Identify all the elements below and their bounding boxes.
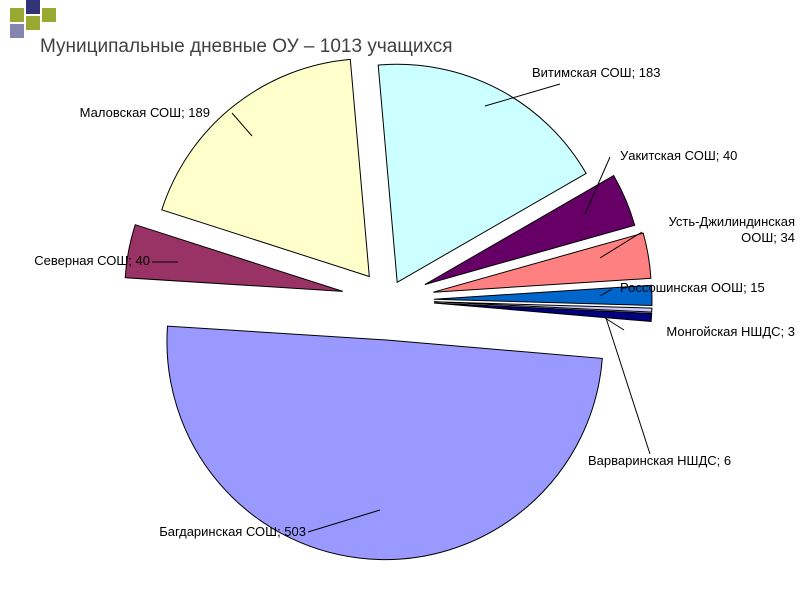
slice-label: Монгойская НШДС; 3 <box>666 324 795 339</box>
slice-label: Усть-Джилиндинская ООШ; 34 <box>668 214 795 245</box>
accent-square-2 <box>26 0 40 14</box>
slice-label: Багдаринская СОШ; 503 <box>159 524 306 539</box>
leader-line <box>599 288 613 297</box>
pie-slices <box>124 58 653 561</box>
slice-label-line: ООШ; 34 <box>741 230 795 245</box>
slice-label: Маловская СОШ; 189 <box>80 105 210 120</box>
accent-square-3 <box>26 16 40 30</box>
pie-slice <box>161 58 370 278</box>
pie-slice <box>377 63 587 284</box>
accent-square-1 <box>10 8 24 22</box>
pie-slice <box>433 301 653 313</box>
accent-square-4 <box>42 8 56 22</box>
slice-labels: Витимская СОШ; 183 Уакитская СОШ; 40 Усть-… <box>34 65 795 539</box>
leader-line <box>307 509 381 533</box>
pie-slice <box>424 174 636 285</box>
slice-label: Россошинская ООШ; 15 <box>620 280 765 295</box>
leader-line <box>484 83 561 107</box>
pie-slice <box>433 302 653 323</box>
pie-slice <box>166 325 603 561</box>
slide-decoration <box>10 0 56 38</box>
leader-line <box>584 156 611 215</box>
slice-label-line: Усть-Джилиндинская <box>668 214 795 229</box>
slice-label: Северная СОШ; 40 <box>34 253 150 268</box>
leader-line <box>231 112 253 137</box>
accent-square-5 <box>10 24 24 38</box>
leader-line <box>604 317 625 331</box>
leader-lines <box>152 83 651 533</box>
leader-line <box>599 231 643 259</box>
slice-label: Варваринская НШДС; 6 <box>588 453 731 468</box>
pie-slice <box>124 224 343 292</box>
leader-line <box>605 317 651 455</box>
pie-slice <box>433 232 652 293</box>
slide-title: Муниципальные дневные ОУ – 1013 учащихся <box>40 36 453 57</box>
slice-label: Уакитская СОШ; 40 <box>620 148 737 163</box>
slice-label: Витимская СОШ; 183 <box>532 65 660 80</box>
pie-slice <box>433 284 653 307</box>
